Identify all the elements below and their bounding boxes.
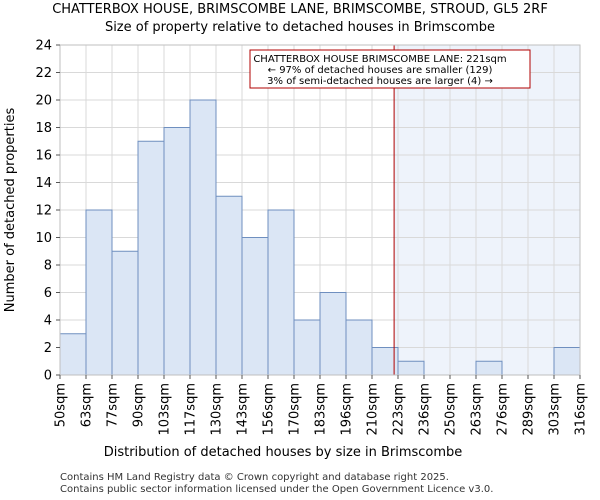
x-tick-label: 303sqm (548, 383, 563, 436)
y-tick-label: 6 (44, 286, 52, 301)
x-tick-label: 130sqm (210, 383, 225, 436)
x-tick-label: 316sqm (574, 383, 589, 436)
y-tick-label: 16 (35, 149, 52, 164)
x-tick-label: 250sqm (444, 383, 459, 436)
y-tick-label: 4 (44, 314, 52, 329)
chart-subtitle: Size of property relative to detached ho… (104, 20, 496, 35)
y-tick-label: 14 (35, 176, 52, 191)
bar (553, 347, 581, 376)
bar (241, 237, 269, 376)
bar (267, 209, 295, 376)
y-tick-label: 8 (44, 259, 52, 274)
y-tick-label: 22 (35, 66, 52, 81)
annotation-box (249, 49, 531, 89)
bar (137, 140, 165, 376)
bar (163, 127, 191, 376)
y-tick-label: 10 (35, 231, 52, 246)
bar (475, 360, 503, 376)
x-tick-label: 276sqm (496, 383, 511, 436)
x-tick-label: 196sqm (340, 383, 355, 436)
bar (189, 99, 217, 376)
footer-licence: Contains public sector information licen… (60, 484, 494, 495)
annotation-line: CHATTERBOX HOUSE BRIMSCOMBE LANE: 221sqm (253, 54, 506, 65)
x-tick-label: 183sqm (314, 383, 329, 436)
annotation-line: 3% of semi-detached houses are larger (4… (267, 76, 493, 87)
x-tick-label: 223sqm (392, 383, 407, 436)
bar (345, 319, 373, 376)
x-tick-label: 103sqm (158, 383, 173, 436)
x-tick-label: 236sqm (418, 383, 433, 436)
y-tick-label: 24 (35, 39, 52, 54)
x-tick-label: 143sqm (236, 383, 251, 436)
x-tick-label: 63sqm (80, 383, 95, 427)
x-tick-label: 210sqm (366, 383, 381, 436)
y-tick-label: 20 (35, 94, 52, 109)
x-axis-title: Distribution of detached houses by size … (104, 445, 463, 460)
x-tick-label: 90sqm (132, 383, 147, 427)
annotation-line: ← 97% of detached houses are smaller (12… (268, 65, 493, 76)
y-tick-label: 0 (44, 369, 52, 384)
chart-title: CHATTERBOX HOUSE, BRIMSCOMBE LANE, BRIMS… (52, 2, 548, 17)
y-tick-label: 12 (35, 204, 52, 219)
y-axis-title: Number of detached properties (3, 108, 18, 313)
bar (293, 319, 321, 376)
x-tick-label: 170sqm (288, 383, 303, 436)
bar (397, 360, 425, 376)
x-tick-label: 117sqm (184, 383, 199, 436)
x-tick-label: 50sqm (54, 383, 69, 427)
bar (215, 195, 243, 376)
bar (85, 209, 113, 376)
y-tick-label: 2 (44, 341, 52, 356)
footer-copyright: Contains HM Land Registry data © Crown c… (60, 472, 449, 483)
bar (319, 292, 347, 376)
bar (59, 333, 87, 376)
x-tick-label: 156sqm (262, 383, 277, 436)
x-tick-label: 289sqm (522, 383, 537, 436)
bar (111, 250, 139, 376)
x-tick-label: 263sqm (470, 383, 485, 436)
x-tick-label: 77sqm (106, 383, 121, 427)
y-tick-label: 18 (35, 121, 52, 136)
